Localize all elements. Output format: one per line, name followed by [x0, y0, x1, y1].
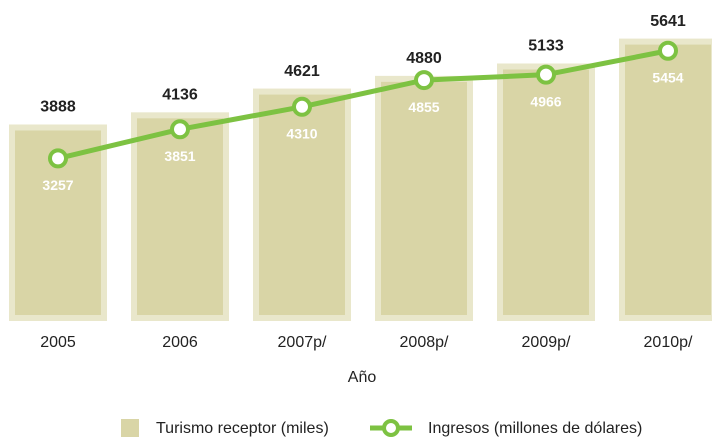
line-marker	[414, 70, 434, 91]
bar-value-label: 5133	[528, 38, 564, 55]
line-value-label: 5454	[652, 69, 683, 85]
line-value-label: 4855	[408, 99, 439, 115]
legend-label: Turismo receptor (miles)	[156, 420, 329, 437]
bar-value-label: 4880	[406, 50, 442, 67]
x-tick-label: 2009p/	[522, 334, 571, 351]
bar	[253, 88, 351, 321]
bar	[619, 38, 712, 321]
legend-marker	[382, 419, 400, 437]
bar	[131, 112, 229, 321]
x-tick-label: 2006	[162, 334, 198, 351]
x-tick-label: 2010p/	[644, 334, 693, 351]
x-tick-label: 2007p/	[278, 334, 327, 351]
x-tick-label: 2005	[40, 334, 76, 351]
bar	[497, 63, 595, 321]
legend-swatch	[121, 419, 139, 437]
line-marker	[48, 148, 68, 169]
line-marker	[292, 96, 312, 117]
legend-label: Ingresos (millones de dólares)	[428, 420, 642, 437]
line-value-label: 3257	[42, 177, 73, 193]
bar-value-label: 4621	[284, 63, 320, 80]
x-axis-label: Año	[348, 369, 377, 386]
line-marker	[536, 64, 556, 85]
line-value-label: 3851	[164, 148, 195, 164]
x-tick-label: 2008p/	[400, 334, 449, 351]
bar-value-label: 4136	[162, 87, 198, 104]
line	[57, 48, 669, 161]
bar-value-label: 3888	[40, 99, 76, 116]
line-value-label: 4966	[530, 93, 561, 109]
line-marker	[170, 119, 190, 140]
bar-value-label: 5641	[650, 13, 686, 30]
line-value-label: 4310	[286, 126, 317, 142]
line-marker	[658, 40, 678, 61]
